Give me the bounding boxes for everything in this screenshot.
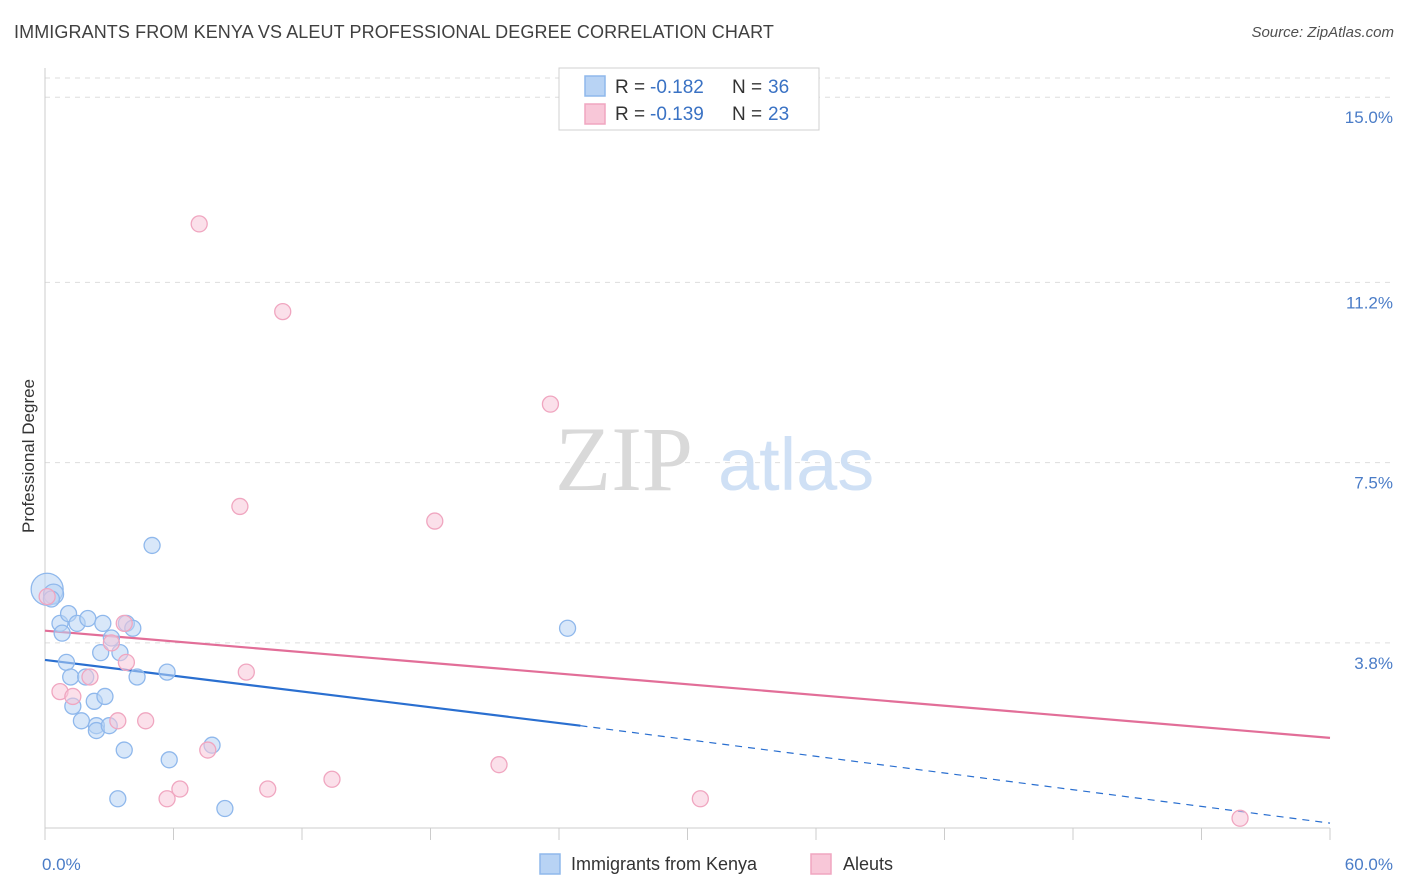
point-series1-9 [199,741,217,759]
point-series1-19 [323,770,341,788]
trend-lines [44,629,1331,824]
legend-n-label-2: N = [732,104,762,125]
x-tick-label-1: 60.0% [1345,855,1393,874]
gridlines [44,77,1394,840]
legend-n-label-1: N = [732,77,762,98]
point-series0-14 [57,653,76,672]
legend-r-value-2: -0.139 [650,104,704,125]
point-series1-13 [231,497,249,516]
point-series0-7 [79,609,97,628]
y-tick-label-1: 7.5% [1354,474,1393,493]
y-tick-label-0: 3.8% [1354,654,1393,673]
point-series1-3 [117,653,136,672]
bottom-legend-swatch-kenya [539,853,561,875]
point-series1-21 [691,790,709,808]
point-series1-0 [38,587,56,606]
chart-source: Source: ZipAtlas.com [1251,24,1394,41]
bottom-legend-label-kenya: Immigrants from Kenya [571,854,758,874]
legend-r-label-2: R = [615,104,645,125]
bottom-legend: Immigrants from Kenya Aleuts [539,853,893,875]
point-series0-32 [558,619,577,637]
point-series0-18 [158,663,176,681]
x-tick-label-0: 0.0% [42,855,81,874]
legend-n-value-2: 23 [768,104,789,125]
point-series1-16 [171,780,189,798]
point-series0-4 [53,624,71,642]
legend-r-value-1: -0.182 [650,77,704,98]
legend-swatch-aleuts [584,103,606,125]
point-series0-17 [128,668,146,686]
watermark: ZIP atlas [555,408,874,510]
legend-r-label-1: R = [615,77,645,98]
data-points [30,215,1249,827]
point-series1-18 [259,780,277,798]
legend-box: R = -0.182 N = 36 R = -0.139 N = 23 [558,67,820,131]
point-series0-12 [92,643,110,662]
point-series1-1 [115,614,133,633]
point-series1-4 [81,668,99,686]
point-series1-20 [490,756,508,774]
point-series1-7 [109,712,127,730]
point-series0-30 [216,799,234,818]
trend-line-1 [44,629,1331,739]
bottom-legend-label-aleuts: Aleuts [843,854,893,874]
legend-n-value-1: 36 [768,77,789,98]
point-series0-31 [143,536,161,555]
point-series1-12 [274,302,292,321]
tick-labels: 3.8% 7.5% 11.2% 15.0% 0.0% 60.0% [42,108,1393,874]
point-series1-10 [237,663,255,681]
point-series1-17 [158,790,176,808]
chart-title: IMMIGRANTS FROM KENYA VS ALEUT PROFESSIO… [14,22,774,42]
point-series1-8 [137,712,155,730]
point-series0-28 [160,751,178,769]
point-series0-8 [94,614,112,633]
point-series1-2 [102,634,121,652]
point-series1-15 [541,395,560,413]
y-tick-label-3: 15.0% [1345,108,1393,127]
y-tick-label-2: 11.2% [1346,293,1393,312]
point-series0-15 [62,668,80,686]
point-series0-22 [72,712,91,730]
point-series1-14 [426,512,444,530]
legend-swatch-kenya [584,75,606,97]
point-series0-29 [109,790,127,808]
watermark-atlas: atlas [718,423,874,506]
point-series0-27 [115,741,133,759]
point-series1-22 [1231,809,1249,827]
axes [44,68,1330,829]
watermark-zip: ZIP [555,408,693,510]
trend-line-extension-0 [580,725,1331,824]
y-axis-label: Professional Degree [19,379,38,533]
point-series0-20 [96,687,114,706]
point-series1-6 [64,687,82,706]
bottom-legend-swatch-aleuts [810,853,832,875]
point-series1-11 [190,215,208,233]
